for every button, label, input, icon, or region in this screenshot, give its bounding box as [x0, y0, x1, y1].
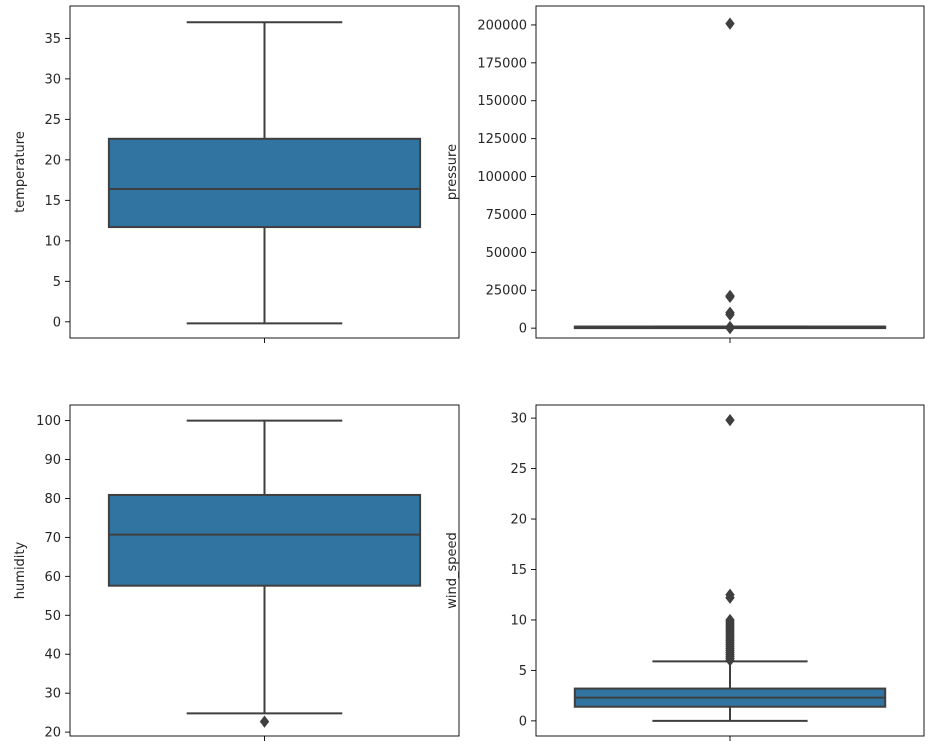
subplot-temperature: 0 5 10 15 20 25 30 35 temperature	[13, 5, 460, 343]
outlier-point	[725, 414, 735, 427]
iqr-box	[107, 137, 422, 229]
y-axis-label: temperature	[13, 131, 28, 213]
y-tick-label: 30	[510, 412, 527, 427]
y-tick-label: 90	[44, 453, 61, 468]
y-tick-label: 40	[44, 648, 61, 663]
y-tick-label: 20	[44, 153, 61, 168]
y-tick-label: 125000	[477, 132, 527, 147]
y-axis-label: pressure	[445, 144, 460, 200]
subplot-pressure: 0 25000 50000 75000 100000 125000 150000 175000…	[445, 5, 925, 343]
iqr-box	[107, 493, 422, 587]
outlier-point	[725, 290, 735, 304]
y-tick-label: 0	[519, 714, 527, 729]
y-tick-label: 25	[44, 113, 61, 128]
y-tick-label: 75000	[486, 208, 527, 223]
y-axis-label: humidity	[13, 541, 28, 599]
y-tick-label: 10	[510, 613, 527, 628]
y-tick-label: 30	[44, 72, 61, 87]
y-tick-label: 25	[510, 462, 527, 477]
outlier-point	[725, 322, 735, 335]
y-axis-label: wind_speed	[445, 532, 460, 609]
subplot-wind-speed: 0 5 10 15 20 25 30 wind_speed	[445, 404, 925, 741]
y-tick-label: 70	[44, 531, 61, 546]
y-tick-label: 150000	[477, 94, 527, 109]
outlier-point	[725, 654, 735, 667]
y-tick-label: 5	[53, 275, 61, 290]
y-tick-label: 30	[44, 687, 61, 702]
y-tick-label: 0	[519, 322, 527, 337]
y-tick-label: 25000	[486, 284, 527, 299]
outlier-point	[259, 715, 270, 728]
y-tick-label: 100000	[477, 170, 527, 185]
outlier-point	[725, 591, 735, 604]
y-tick-label: 100	[36, 414, 61, 429]
y-tick-label: 80	[44, 492, 61, 507]
subplot-humidity: 20 30 40 50 60 70 80 90 100 humidity	[13, 404, 460, 741]
axes-frame	[535, 5, 925, 339]
outlier-point	[725, 308, 735, 321]
y-tick-label: 60	[44, 570, 61, 585]
y-tick-label: 50000	[486, 246, 527, 261]
y-tick-label: 200000	[477, 18, 527, 33]
y-tick-label: 175000	[477, 56, 527, 71]
y-tick-label: 15	[44, 194, 61, 209]
y-tick-label: 20	[44, 726, 61, 741]
y-tick-label: 0	[53, 315, 61, 330]
y-tick-label: 50	[44, 609, 61, 624]
y-tick-label: 15	[510, 563, 527, 578]
y-tick-label: 10	[44, 234, 61, 249]
y-tick-label: 5	[519, 664, 527, 679]
y-tick-label: 35	[44, 32, 61, 47]
outlier-point	[725, 17, 735, 30]
y-tick-label: 20	[510, 513, 527, 528]
